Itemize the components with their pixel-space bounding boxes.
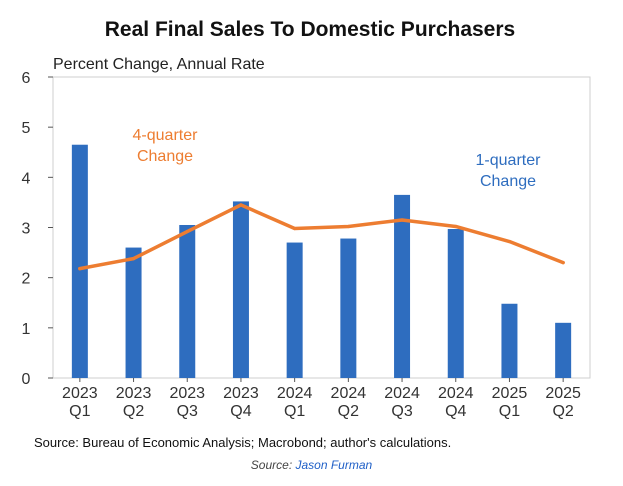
x-tick-label-year: 2023 [169, 385, 205, 402]
chart-title: Real Final Sales To Domestic Purchasers [105, 18, 515, 41]
x-tick-label-year: 2023 [116, 385, 152, 402]
y-axis-label: Percent Change, Annual Rate [53, 56, 265, 73]
y-tick-label: 6 [22, 70, 31, 87]
x-tick-label-quarter: Q1 [284, 403, 305, 420]
line-point-4-quarter-change [131, 257, 136, 261]
image-credit: Source: Jason Furman [0, 458, 623, 472]
x-tick-label-year: 2024 [331, 385, 367, 402]
bar-1-quarter-change [232, 201, 249, 378]
bar-1-quarter-change [179, 224, 196, 378]
bar-1-quarter-change [447, 229, 464, 378]
line-point-4-quarter-change [454, 224, 458, 229]
annotation-1-quarter-change: 1-quarter [476, 152, 542, 169]
x-tick-label-quarter: Q4 [230, 403, 251, 420]
x-tick-label-quarter: Q4 [445, 403, 466, 420]
line-point-4-quarter-change [561, 261, 565, 265]
y-tick-label: 2 [22, 271, 31, 288]
y-tick-label: 4 [22, 170, 31, 187]
x-tick-label-year: 2025 [492, 385, 528, 402]
x-tick-label-year: 2024 [384, 385, 420, 402]
plot-area: 01234562023Q12023Q22023Q32023Q42024Q1202… [22, 70, 591, 420]
x-tick-label-year: 2023 [62, 385, 98, 402]
line-4-quarter-change [78, 203, 565, 271]
annotation-4-quarter-change: 4-quarter [133, 127, 199, 144]
line-point-4-quarter-change [400, 218, 404, 222]
bar-1-quarter-change [286, 242, 303, 378]
x-tick-label-year: 2024 [438, 385, 474, 402]
x-tick-label-year: 2025 [545, 385, 581, 402]
annotation-1-quarter-change: Change [480, 173, 536, 190]
y-tick-label: 3 [22, 221, 31, 238]
x-tick-label-quarter: Q2 [552, 403, 573, 420]
x-tick-label-quarter: Q1 [69, 403, 90, 420]
y-tick-label: 1 [22, 321, 31, 338]
bar-1-quarter-change [394, 194, 411, 378]
chart-source-note: Source: Bureau of Economic Analysis; Mac… [34, 435, 451, 450]
x-tick-label-quarter: Q1 [499, 403, 520, 420]
bar-1-quarter-change [125, 247, 142, 378]
y-tick-label: 5 [22, 120, 31, 137]
line-point-4-quarter-change [78, 267, 82, 271]
x-tick-label-quarter: Q2 [338, 403, 359, 420]
line-point-4-quarter-change [346, 224, 350, 229]
x-tick-label-quarter: Q3 [391, 403, 412, 420]
credit-prefix: Source: [250, 458, 296, 472]
line-point-4-quarter-change [239, 203, 243, 207]
bar-1-quarter-change [501, 303, 518, 378]
line-point-4-quarter-change [507, 239, 512, 244]
bar-1-quarter-change [555, 322, 572, 378]
x-tick-label-year: 2024 [277, 385, 313, 402]
line-point-4-quarter-change [185, 229, 189, 234]
credit-author-link[interactable]: Jason Furman [295, 458, 373, 472]
chart-frame [14, 6, 606, 456]
bar-1-quarter-change [71, 144, 88, 378]
annotation-4-quarter-change: Change [137, 148, 193, 165]
bar-1-quarter-change [340, 238, 357, 378]
y-tick-label: 0 [22, 371, 31, 388]
line-point-4-quarter-change [293, 226, 297, 231]
x-tick-label-quarter: Q2 [123, 403, 144, 420]
x-tick-label-quarter: Q3 [177, 403, 198, 420]
x-tick-label-year: 2023 [223, 385, 259, 402]
